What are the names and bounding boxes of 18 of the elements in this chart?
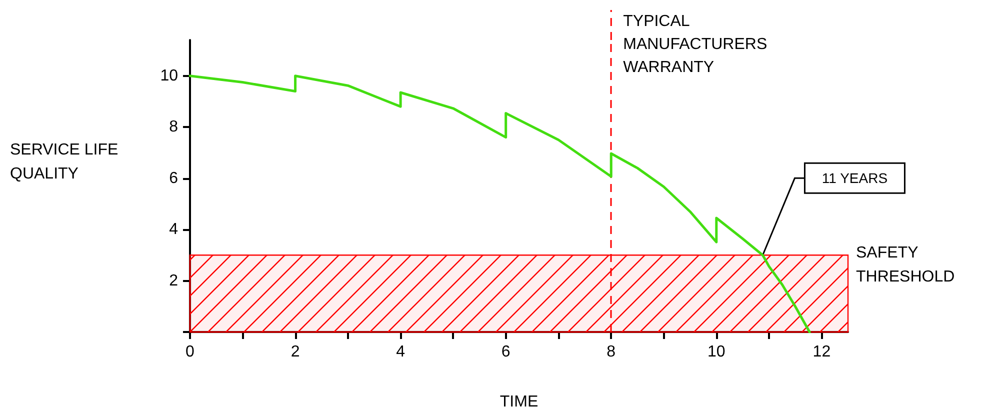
x-tick-label: 4 [396,344,406,360]
x-tick-label: 10 [708,344,726,360]
y-tick-label: 10 [160,67,178,84]
band-label: SAFETY THRESHOLD [856,244,955,286]
x-tick-label: 8 [606,344,616,360]
line-series [188,74,811,334]
y-tick-label: 6 [169,170,178,187]
y-tick-label: 4 [169,221,178,238]
annotation: 11 YEARS [822,170,888,186]
x-tick-label: 0 [186,344,195,360]
x-axis-title: TIME [500,394,538,410]
x-tick-label: 12 [812,344,831,360]
y-tick-label: 8 [169,118,178,136]
y-tick-label: 2 [169,272,178,290]
x-tick-label: 2 [290,344,300,360]
ref-line-label: TYPICAL MANUFACTURERS WARRANTY [623,13,772,76]
x-tick-label: 6 [501,344,510,360]
y-axis-title: SERVICE LIFE QUALITY [10,142,123,182]
